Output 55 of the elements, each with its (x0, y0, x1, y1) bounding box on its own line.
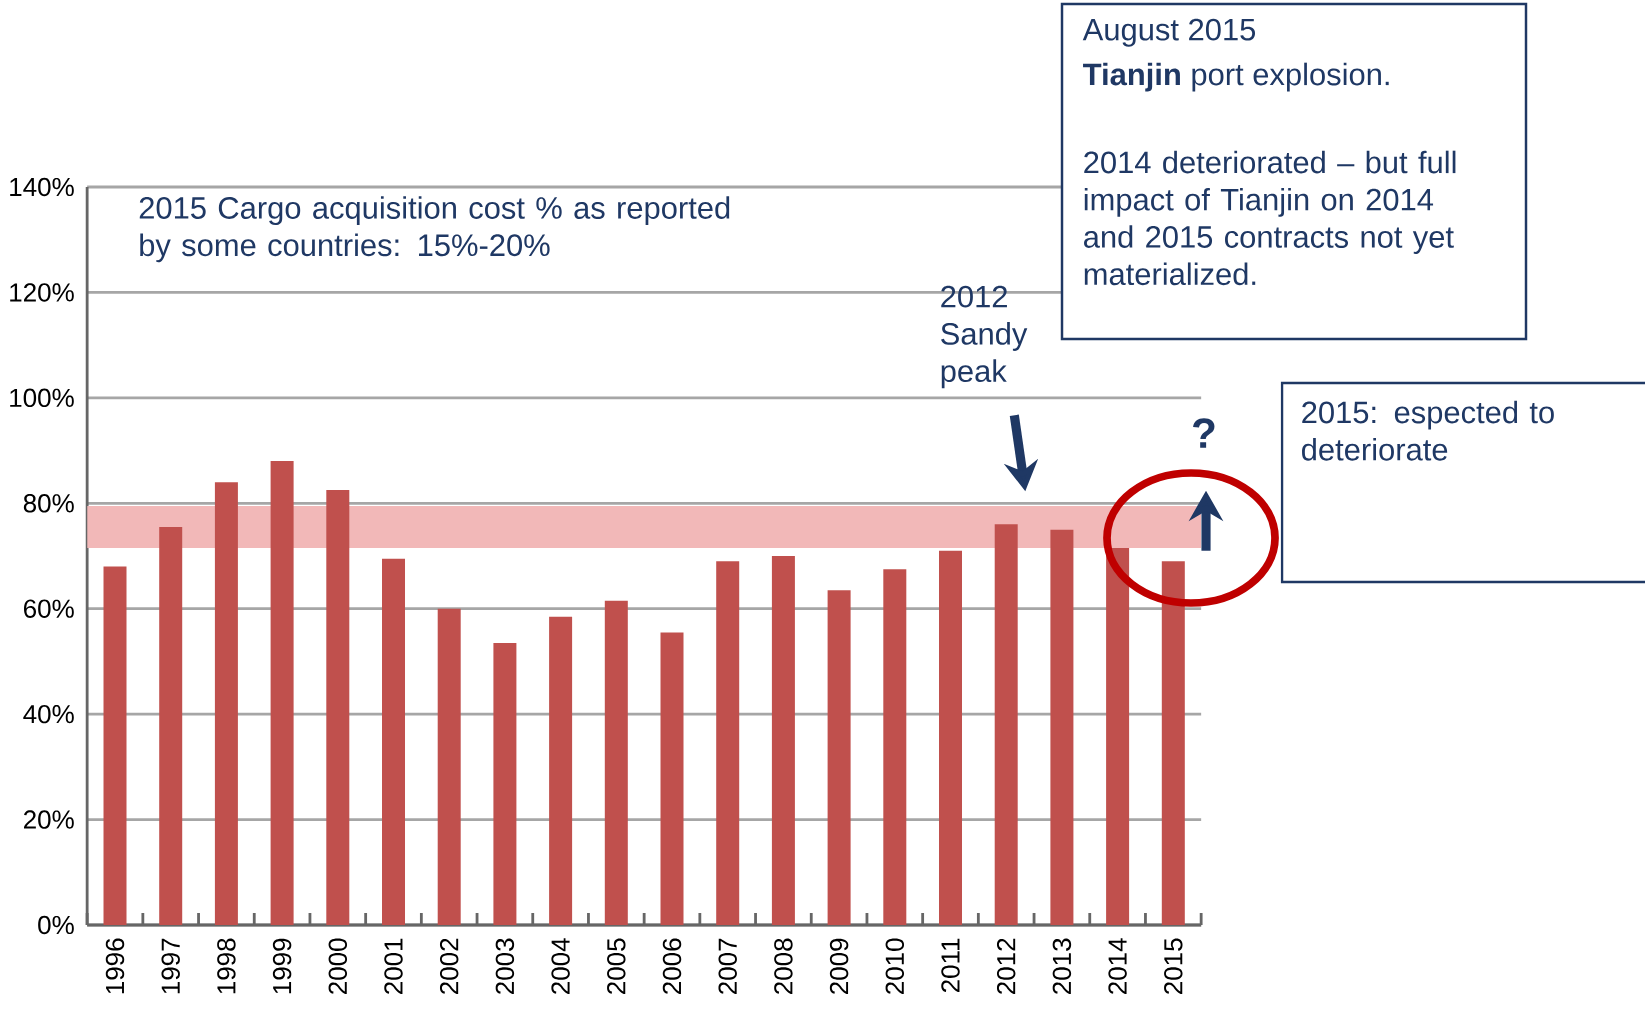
bar (939, 550, 963, 925)
x-tick-label: 1996 (105, 938, 125, 994)
annotation: 2014 deteriorated – but full impact of Tianjin on 2014 and 2015 contracts not yet materialized. (1084, 150, 1456, 286)
annotation: 2012 Sandy peak (941, 285, 1028, 389)
x-tick-label: 2011 (941, 938, 960, 993)
bar (883, 569, 907, 925)
y-tick-label: 20% (24, 810, 74, 829)
bar (493, 642, 517, 925)
y-tick-label: 60% (24, 599, 74, 618)
bar (716, 561, 740, 925)
x-tick-label: 1998 (217, 938, 236, 994)
text: Tianjin port explosion. (1083, 62, 1389, 92)
bar (1106, 548, 1130, 925)
x-tick-label: 2007 (718, 938, 737, 994)
bar (549, 616, 573, 925)
y-tick-label: 0% (38, 915, 74, 935)
y-tick-label: 100% (10, 388, 74, 408)
bar (1050, 529, 1074, 925)
bar (437, 608, 461, 925)
x-tick-label: 2009 (829, 938, 849, 994)
bar (382, 558, 406, 925)
text: 2015: espected to deteriorate (1302, 400, 1554, 461)
bar (326, 490, 350, 925)
bar (1161, 561, 1185, 925)
bar (827, 590, 851, 925)
bar (214, 482, 238, 925)
bar (660, 632, 684, 925)
x-tick-label: 2001 (384, 938, 403, 994)
x-tick-label: 2013 (1052, 938, 1072, 994)
y-tick-label: 140% (10, 177, 74, 197)
y-tick-label: 40% (23, 704, 74, 724)
bar (604, 600, 628, 925)
x-tick-label: 2004 (551, 938, 570, 994)
x-tick-label: 1999 (272, 938, 292, 994)
x-tick-label: 2012 (996, 938, 1016, 994)
annotation: ? (1193, 418, 1215, 448)
x-tick-label: 2010 (885, 938, 905, 994)
text: August 2015 (1082, 18, 1256, 47)
x-tick-label: 2015 (1164, 938, 1183, 994)
x-tick-label: 2000 (328, 938, 348, 994)
x-tick-label: 2002 (439, 938, 459, 994)
bar (771, 556, 795, 925)
y-tick-label: 80% (23, 494, 74, 513)
x-tick-label: 1997 (161, 938, 180, 994)
x-tick-label: 2006 (662, 938, 682, 994)
bar (159, 527, 183, 925)
bar (103, 566, 127, 925)
x-tick-label: 2014 (1108, 938, 1127, 994)
y-tick-label: 120% (10, 283, 74, 302)
x-tick-label: 2003 (495, 938, 515, 994)
bar (994, 524, 1018, 925)
x-tick-label: 2005 (607, 938, 626, 994)
x-tick-label: 2008 (774, 938, 793, 994)
bar (270, 461, 294, 925)
annotation: 2015 Cargo acquisition cost % as reported by some countries: 15%-20% (139, 196, 730, 263)
